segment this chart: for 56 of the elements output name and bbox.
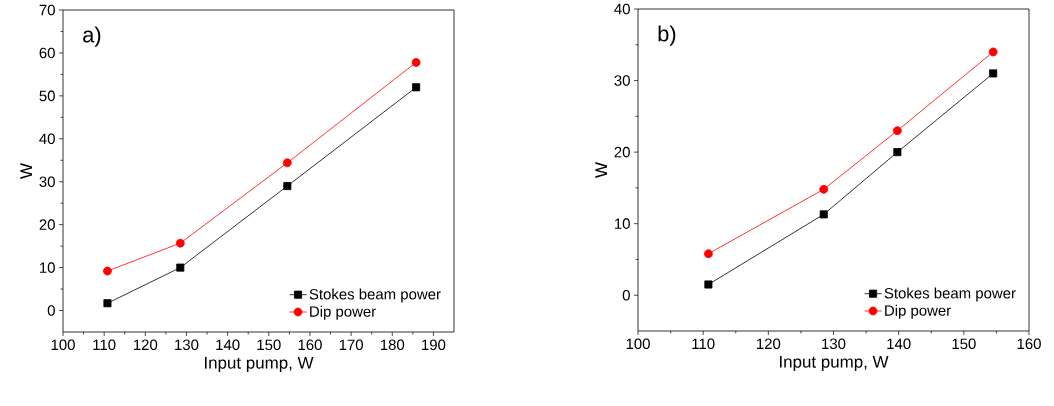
- point: [412, 83, 421, 92]
- point: [893, 148, 902, 157]
- x-tick-label: 180: [380, 339, 405, 351]
- point: [175, 238, 185, 248]
- y-tick-label: 10: [615, 218, 630, 229]
- point: [988, 47, 998, 57]
- y-tick-label: 30: [614, 75, 630, 86]
- point: [103, 266, 112, 276]
- point: [892, 126, 902, 136]
- point: [282, 158, 292, 168]
- x-tick-label: 150: [257, 339, 281, 351]
- x-tick-label: 140: [887, 338, 911, 350]
- point: [283, 182, 292, 191]
- legend-label: Stokes beam power: [309, 288, 441, 303]
- annotation: a): [83, 26, 101, 47]
- x-tick-label: 130: [175, 339, 199, 351]
- x-tick-label: 110: [692, 338, 715, 350]
- y-tick-label: 20: [614, 146, 630, 158]
- x-tick-label: 120: [133, 339, 158, 351]
- point: [176, 263, 185, 272]
- y-tick-label: 40: [39, 133, 55, 145]
- x-tick-label: 110: [93, 339, 116, 351]
- point: [703, 249, 713, 259]
- y-tick-label: 0: [622, 289, 630, 301]
- x-tick-label: 120: [757, 338, 781, 350]
- x-tick-label: 160: [1017, 338, 1041, 350]
- y-tick-label: 50: [39, 90, 55, 102]
- legend-label: Dip power: [885, 304, 951, 319]
- x-tick-label: 140: [216, 339, 240, 351]
- point: [103, 299, 112, 308]
- y-tick-label: 20: [39, 219, 55, 230]
- point: [989, 69, 998, 78]
- x-tick-label: 130: [822, 338, 846, 350]
- legend-label: Stokes beam power: [884, 287, 1016, 302]
- x-tick-label: 160: [298, 339, 322, 351]
- x-tick-label: 190: [422, 339, 446, 351]
- y-axis-title: W: [595, 162, 608, 178]
- legend-label: Dip power: [310, 305, 376, 320]
- y-tick-label: 70: [39, 4, 55, 16]
- y-tick-label: 10: [40, 262, 55, 273]
- x-axis-title: Input pump, W: [205, 356, 314, 373]
- y-axis-title: W: [20, 163, 33, 179]
- point: [411, 57, 421, 67]
- x-tick-label: 170: [339, 339, 363, 351]
- y-tick-label: 60: [39, 47, 55, 59]
- x-tick-label: 150: [952, 338, 976, 350]
- point: [704, 280, 713, 289]
- x-axis-title: Input pump, W: [780, 355, 889, 372]
- x-tick-label: 100: [626, 338, 650, 350]
- y-tick-label: 40: [614, 3, 630, 15]
- x-tick-label: 100: [51, 339, 75, 351]
- point: [819, 184, 829, 194]
- y-tick-label: 0: [47, 305, 55, 316]
- point: [819, 210, 828, 219]
- y-tick-label: 30: [39, 176, 55, 188]
- annotation: b): [658, 25, 676, 46]
